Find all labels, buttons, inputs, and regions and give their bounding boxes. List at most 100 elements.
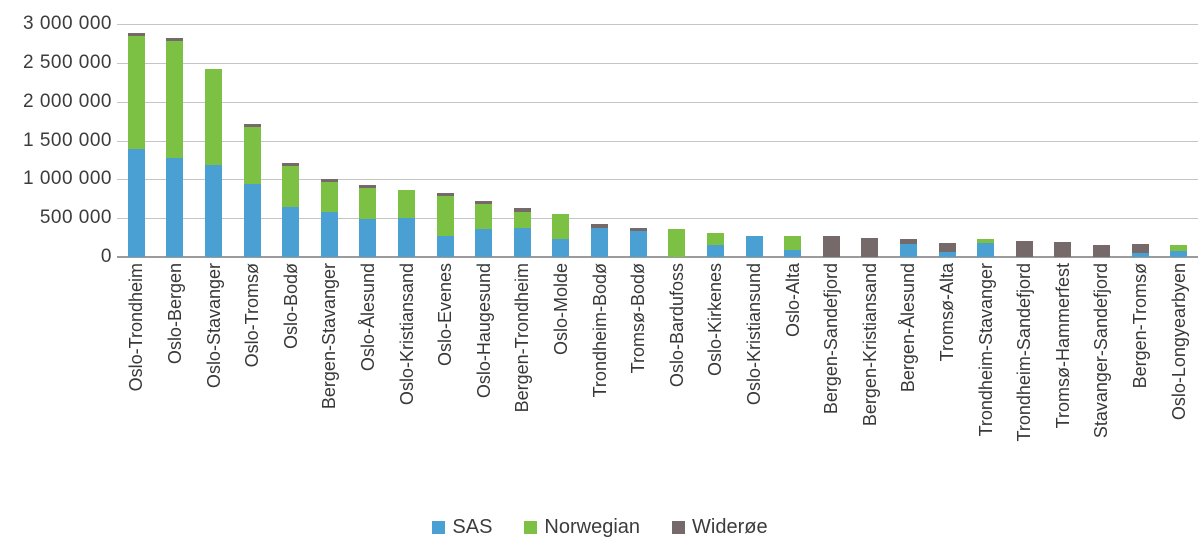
legend-label-norwegian: Norwegian bbox=[544, 516, 641, 538]
bar-segment-norwegian bbox=[282, 166, 300, 207]
bar-oslo-evenes bbox=[436, 193, 454, 257]
category-label: Oslo-Kristiansand bbox=[396, 263, 417, 406]
category-label: Oslo-Ålesund bbox=[357, 263, 378, 372]
bar-oslo-stavanger bbox=[205, 69, 222, 257]
bar-segment-widerøe bbox=[591, 224, 609, 228]
bar-oslo-longyearbyen bbox=[1170, 245, 1188, 257]
gridline bbox=[117, 24, 1198, 25]
bar-slot bbox=[426, 24, 465, 257]
bar-segment-sas bbox=[899, 243, 917, 257]
bar-segment-sas bbox=[282, 206, 300, 257]
gridline bbox=[117, 179, 1198, 181]
bar-slot bbox=[233, 24, 272, 257]
bar-segment-sas bbox=[591, 227, 609, 257]
bar-segment-widerøe bbox=[1092, 244, 1110, 257]
bar-tromsø-hammerfest bbox=[1054, 242, 1072, 257]
bar-slot bbox=[194, 24, 233, 257]
bar-segment-norwegian bbox=[398, 189, 416, 219]
gridline bbox=[117, 140, 1198, 142]
bar-slot bbox=[966, 24, 1005, 257]
bar-segment-widerøe bbox=[320, 178, 338, 182]
legend-item-wideroe: Widerøe bbox=[672, 516, 768, 539]
legend: SAS Norwegian Widerøe bbox=[0, 516, 1200, 539]
gridline bbox=[117, 218, 1198, 220]
bar-segment-sas bbox=[398, 218, 416, 257]
category-label: Bergen-Tromsø bbox=[1130, 263, 1151, 389]
bar-segment-sas bbox=[745, 236, 763, 257]
bar-slot bbox=[310, 24, 349, 257]
bar-segment-widerøe bbox=[899, 239, 917, 244]
norwegian-color-swatch bbox=[524, 521, 538, 534]
bar-segment-sas bbox=[1170, 250, 1188, 257]
bar-bergen-ålesund bbox=[899, 239, 917, 257]
bar-tromsø-alta bbox=[938, 243, 956, 257]
bar-segment-norwegian bbox=[668, 229, 686, 257]
bar-segment-norwegian bbox=[552, 213, 570, 240]
bar-slot bbox=[464, 24, 503, 257]
bar-segment-sas bbox=[320, 212, 338, 257]
bar-segment-norwegian bbox=[977, 238, 995, 243]
bar-segment-widerøe bbox=[127, 32, 145, 36]
category-label: Oslo-Molde bbox=[550, 263, 571, 356]
bar-segment-sas bbox=[166, 157, 184, 257]
bar-segment-sas bbox=[513, 227, 531, 257]
bar-segment-widerøe bbox=[861, 238, 879, 257]
bar-slot bbox=[812, 24, 851, 257]
bar-trondheim-bodø bbox=[591, 224, 609, 257]
category-label: Oslo-Bodø bbox=[280, 263, 301, 350]
y-axis-tick-label: 0 bbox=[100, 246, 112, 267]
bar-oslo-ålesund bbox=[359, 184, 377, 257]
legend-item-sas: SAS bbox=[432, 516, 492, 539]
bar-segment-norwegian bbox=[475, 203, 493, 229]
bar-oslo-tromsø bbox=[243, 124, 261, 257]
bar-segment-norwegian bbox=[166, 41, 184, 158]
category-label: Trondheim-Sandefjord bbox=[1014, 263, 1035, 442]
category-label: Bergen-Stavanger bbox=[319, 263, 340, 410]
category-label: Oslo-Stavanger bbox=[203, 263, 224, 389]
bar-oslo-molde bbox=[552, 213, 570, 257]
category-label: Oslo-Haugesund bbox=[473, 263, 494, 399]
bar-slot bbox=[1121, 24, 1160, 257]
category-label: Bergen-Trondheim bbox=[512, 263, 533, 413]
category-label: Oslo-Alta bbox=[782, 263, 803, 338]
bar-segment-widerøe bbox=[436, 193, 454, 197]
y-axis: 3 000 000 2 500 000 2 000 000 1 500 000 1 00… bbox=[0, 13, 112, 267]
bar-slot bbox=[619, 24, 658, 257]
bar-slot bbox=[1005, 24, 1044, 257]
bar-segment-widerøe bbox=[938, 243, 956, 252]
bar-segment-sas bbox=[938, 251, 956, 257]
bar-bergen-tromsø bbox=[1131, 244, 1149, 257]
y-axis-tick-label: 2 500 000 bbox=[22, 51, 112, 73]
category-label: Oslo-Kristiansund bbox=[744, 263, 765, 406]
bar-bergen-kristiansand bbox=[861, 238, 879, 257]
bar-trondheim-stavanger bbox=[977, 238, 995, 257]
bar-segment-sas bbox=[784, 250, 802, 257]
bar-oslo-kirkenes bbox=[706, 233, 724, 257]
bar-slot bbox=[156, 24, 195, 257]
category-label: Bergen-Kristiansand bbox=[859, 263, 880, 427]
bar-oslo-kristiansand bbox=[398, 189, 416, 257]
category-label: Oslo-Bardufoss bbox=[666, 263, 687, 388]
category-label: Trondheim-Bodø bbox=[589, 263, 610, 398]
bar-segment-norwegian bbox=[243, 127, 261, 184]
bar-oslo-trondheim bbox=[127, 32, 145, 257]
bar-segment-sas bbox=[629, 230, 647, 257]
bar-segment-sas bbox=[359, 218, 377, 257]
bar-bergen-stavanger bbox=[320, 178, 338, 257]
plot-area bbox=[117, 24, 1198, 258]
category-label: Oslo-Trondheim bbox=[126, 263, 147, 392]
bar-segment-norwegian bbox=[127, 35, 145, 150]
bar-slot bbox=[387, 24, 426, 257]
bar-segment-widerøe bbox=[166, 38, 184, 42]
bar-oslo-bergen bbox=[166, 38, 184, 257]
bar-slot bbox=[1082, 24, 1121, 257]
category-label: Tromsø-Alta bbox=[937, 263, 958, 362]
bar-segment-sas bbox=[475, 228, 493, 257]
bar-segment-widerøe bbox=[282, 163, 300, 167]
legend-label-wideroe: Widerøe bbox=[692, 516, 768, 538]
bar-stavanger-sandefjord bbox=[1092, 244, 1110, 257]
bar-bergen-trondheim bbox=[513, 208, 531, 257]
bar-slot bbox=[1159, 24, 1198, 257]
bar-segment-widerøe bbox=[243, 124, 261, 128]
bar-segment-widerøe bbox=[1131, 244, 1149, 253]
